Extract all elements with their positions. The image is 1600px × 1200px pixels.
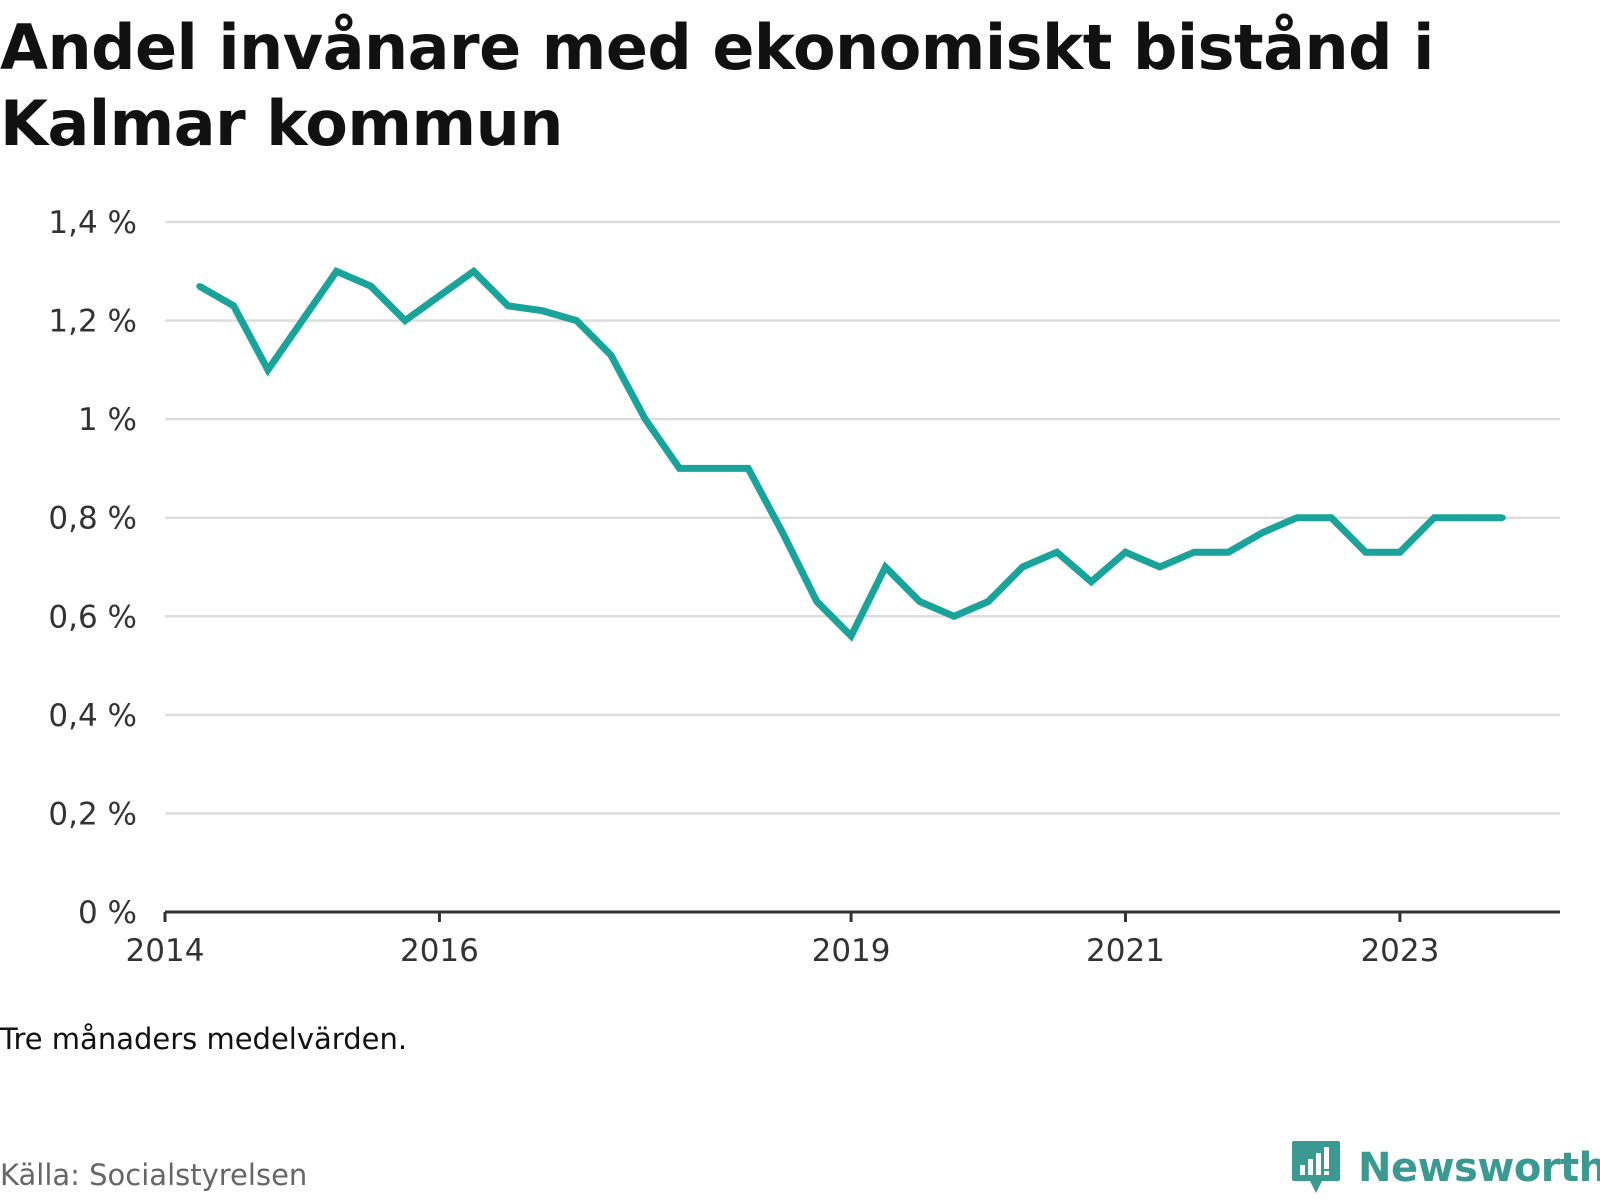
y-tick-label: 0 % — [78, 895, 137, 931]
y-axis-ticks: 0 % 0,2 % 0,4 % 0,6 % 0,8 % 1 % 1,2 % 1,4 % — [48, 205, 137, 931]
data-point — [710, 465, 717, 472]
x-tick-label: 2014 — [126, 933, 205, 969]
data-point — [1225, 549, 1232, 556]
data-point — [1294, 514, 1300, 521]
data-point — [505, 302, 511, 309]
data-point — [1259, 529, 1266, 536]
data-point — [402, 317, 409, 324]
data-point — [367, 283, 374, 290]
data-point — [1499, 514, 1506, 521]
data-point — [1191, 549, 1198, 556]
data-point — [1156, 564, 1163, 570]
data-point — [848, 633, 855, 639]
series-layer — [196, 266, 1506, 642]
data-point — [1328, 514, 1335, 521]
x-tick-label: 2023 — [1360, 933, 1439, 969]
data-point — [1362, 549, 1369, 556]
data-point — [1122, 549, 1129, 556]
y-tick-label: 1 % — [78, 402, 137, 438]
y-tick-label: 0,4 % — [48, 698, 137, 734]
y-tick-label: 1,4 % — [48, 205, 137, 241]
data-point — [264, 366, 271, 373]
data-point — [676, 465, 683, 472]
data-point — [299, 317, 306, 324]
newsworthy-logo-icon — [1292, 1141, 1340, 1193]
data-point — [196, 283, 203, 290]
chart-title: Andel invånare med ekonomiskt bistånd i … — [0, 11, 1434, 160]
line-chart: 0 % 0,2 % 0,4 % 0,6 % 0,8 % 1 % 1,2 % 1,4 % 201… — [48, 205, 1560, 969]
data-point — [1088, 578, 1095, 585]
x-tick-label: 2019 — [812, 933, 891, 969]
data-point — [333, 268, 340, 275]
data-point — [916, 598, 923, 605]
chart-note: Tre månaders medelvärden. — [0, 1022, 408, 1056]
data-point — [436, 292, 443, 299]
gridlines — [165, 220, 1560, 815]
data-point — [813, 598, 820, 605]
data-point — [470, 268, 477, 275]
data-point — [882, 564, 889, 570]
data-point — [1396, 549, 1403, 556]
data-point — [607, 352, 614, 359]
data-point — [779, 529, 786, 536]
data-point — [1019, 564, 1026, 570]
data-point — [642, 416, 649, 423]
data-point — [745, 465, 752, 472]
x-tick-label: 2016 — [400, 933, 479, 969]
y-tick-label: 0,8 % — [48, 501, 137, 537]
data-point — [951, 613, 957, 620]
data-point — [1431, 514, 1438, 521]
y-tick-label: 1,2 % — [48, 304, 137, 340]
source-text: Källa: Socialstyrelsen — [0, 1158, 308, 1192]
y-tick-label: 0,6 % — [48, 599, 137, 635]
series-line — [197, 266, 1503, 642]
y-tick-label: 0,2 % — [48, 796, 137, 832]
data-point — [539, 307, 546, 314]
brand-logo[interactable]: Newsworthy — [1290, 1140, 1600, 1196]
data-point — [573, 317, 580, 324]
data-point — [1053, 549, 1060, 556]
data-point — [230, 302, 237, 309]
data-point — [985, 598, 992, 605]
x-tick-label: 2021 — [1086, 933, 1165, 969]
x-axis: 2014 2016 2019 2021 2023 — [126, 910, 1560, 969]
brand-name: Newsworthy — [1358, 1145, 1600, 1191]
data-point — [1465, 514, 1472, 521]
